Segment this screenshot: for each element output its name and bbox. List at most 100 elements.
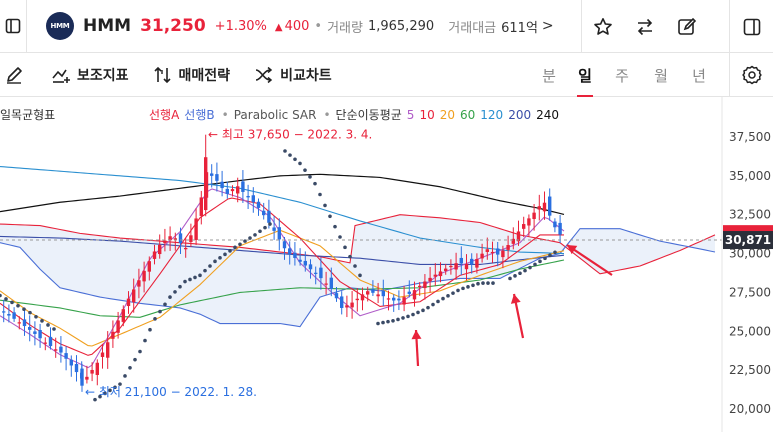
candle-body [111, 331, 115, 339]
y-axis-tick-label: 37,500 [729, 130, 771, 144]
timeframe-week[interactable]: 주 [615, 66, 629, 85]
psar-dot [518, 271, 522, 276]
candle-body [444, 268, 448, 271]
candle [272, 216, 276, 240]
ma-10-line [0, 197, 564, 356]
psar-dot [4, 297, 8, 301]
annotation-arrow [566, 244, 613, 276]
psar-dot [436, 299, 440, 304]
timeframe-day[interactable]: 일 [573, 53, 597, 97]
candle-body [480, 253, 484, 259]
candle-body [345, 305, 349, 308]
psar-dot [198, 273, 202, 278]
psar-dot [343, 245, 347, 250]
candle-body [220, 181, 224, 189]
candle-body [340, 296, 344, 308]
candle [199, 190, 203, 225]
psar-dot [381, 320, 385, 325]
stock-logo: HMM [46, 12, 74, 40]
timeframe-minute[interactable]: 분 [542, 66, 556, 85]
timeframe-year[interactable]: 년 [692, 66, 706, 85]
compare-chart-button[interactable]: 비교차트 [254, 53, 332, 97]
candle [355, 288, 359, 312]
candle [308, 259, 313, 279]
trading-strategy-button[interactable]: 매매전략 [153, 53, 231, 97]
psar-dot [293, 157, 297, 162]
edit-button[interactable] [666, 0, 708, 53]
candle-body [251, 195, 255, 203]
compare-icon [255, 66, 273, 83]
psar-dot [168, 295, 172, 299]
candle-body [459, 257, 463, 264]
psar-dot [46, 323, 50, 327]
candle [303, 251, 307, 272]
candle-body [17, 322, 21, 324]
candle-body [33, 331, 37, 334]
candle-body [548, 196, 552, 216]
candle-body [496, 248, 500, 255]
psar-dot [258, 229, 262, 234]
more-info-chevron[interactable]: > [541, 18, 554, 34]
panel-toggle-button[interactable] [729, 0, 773, 53]
psar-dot [22, 307, 26, 312]
candle-body [95, 362, 99, 375]
chart-settings-button[interactable] [729, 53, 773, 97]
legend-separator: • [323, 107, 331, 122]
candle [444, 263, 448, 275]
separator-dot: • [314, 18, 323, 34]
drawing-tool-button[interactable] [0, 53, 27, 97]
candle [106, 331, 110, 369]
sidebar-toggle-button[interactable] [0, 0, 27, 53]
candle [454, 252, 458, 280]
psar-dot [486, 281, 490, 285]
psar-dot [396, 317, 400, 322]
y-axis-tick-label: 32,500 [729, 208, 771, 222]
candle-body [303, 260, 307, 266]
annotation-arrow [510, 293, 525, 339]
psar-dot [223, 252, 227, 257]
stock-name[interactable]: HMM [83, 16, 132, 36]
candle-body [412, 290, 417, 300]
psar-dot [133, 357, 137, 362]
candle [324, 271, 328, 295]
psar-dot [98, 394, 102, 399]
timeframe-month[interactable]: 월 [654, 66, 668, 85]
candle [293, 242, 297, 266]
psar-label: Parabolic SAR [233, 107, 317, 122]
candle-body [527, 218, 531, 226]
indicators-label: 보조지표 [77, 67, 129, 84]
candle-body [277, 227, 281, 240]
swap-arrows-icon [637, 18, 653, 35]
current-price-tag [723, 231, 773, 250]
price-chart[interactable]: ← 최고 37,650 − 2022. 3. 4. ← 최저 21,100 − 2… [0, 97, 773, 432]
psar-dot [203, 268, 207, 273]
candle [7, 304, 11, 323]
candle-body [381, 290, 385, 297]
psar-dot [308, 175, 312, 179]
candle [2, 299, 6, 323]
candle-body [142, 270, 146, 282]
ma-240-line [0, 173, 565, 216]
psar-dot [193, 275, 197, 280]
strategy-label: 매매전략 [178, 67, 231, 84]
psar-dot [328, 214, 332, 219]
candle [262, 202, 266, 220]
psar-dot [323, 203, 327, 208]
psar-dot [163, 302, 167, 307]
candle-body [54, 349, 58, 351]
candle [449, 259, 453, 275]
candle [516, 220, 521, 246]
candle [69, 355, 73, 377]
indicators-button[interactable]: 보조지표 [51, 53, 129, 97]
ma-period-240: 240 [536, 107, 559, 122]
candle-body [2, 311, 6, 313]
swap-button[interactable] [624, 0, 666, 53]
psar-dot [508, 276, 512, 281]
psar-dot [333, 224, 337, 229]
candle-body [314, 272, 318, 274]
psar-dot [491, 281, 495, 285]
candle-body [189, 235, 193, 242]
favorite-button[interactable] [582, 0, 624, 53]
psar-dot [228, 249, 232, 253]
